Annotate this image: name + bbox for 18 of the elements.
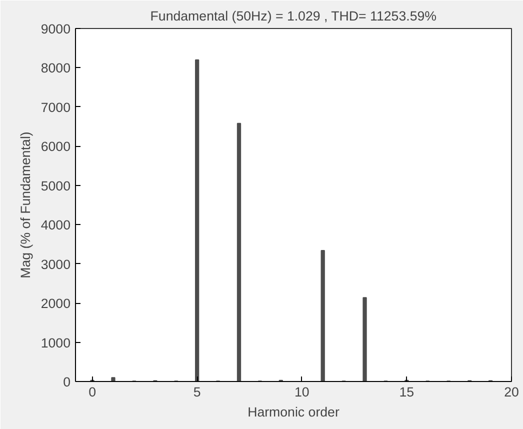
y-tick-label: 7000 [40, 100, 71, 115]
chart-title: Fundamental (50Hz) = 1.029 , THD= 11253.59% [150, 8, 437, 24]
y-axis-title: Mag (% of Fundamental) [18, 132, 33, 278]
y-tick-label: 6000 [40, 139, 71, 154]
y-tick-label: 4000 [40, 218, 71, 233]
x-tick-label: 10 [294, 384, 310, 400]
x-tick-label: 15 [399, 384, 414, 400]
y-tick-label: 5000 [40, 178, 71, 194]
y-tick-label: 2000 [40, 296, 71, 312]
x-tick-label: 5 [193, 384, 201, 400]
y-tick-label: 1000 [40, 335, 71, 350]
y-tick-label: 3000 [40, 256, 71, 272]
y-tick-label: 9000 [40, 22, 71, 36]
y-tick-label: 0 [63, 374, 71, 390]
x-tick-label: 20 [504, 384, 519, 400]
x-tick-label: 0 [88, 384, 96, 400]
x-axis-title: Harmonic order [248, 404, 340, 420]
y-tick-label: 8000 [40, 60, 71, 76]
